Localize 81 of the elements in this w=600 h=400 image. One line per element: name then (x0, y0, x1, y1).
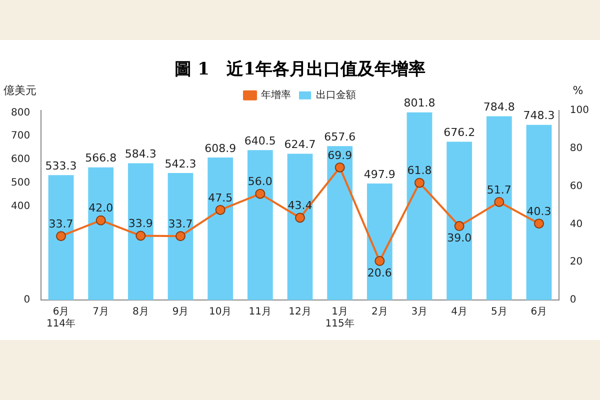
data-label: 542.3 (164, 157, 196, 170)
data-label: 33.7 (168, 217, 193, 230)
y-tick-label: 600 (10, 154, 30, 166)
data-label: 20.6 (367, 266, 392, 280)
data-label: 47.5 (208, 191, 233, 204)
y2-tick-label: 60 (570, 180, 583, 192)
y2-tick-label: 20 (570, 256, 583, 268)
chart-title: 圖 1 近1年各月出口值及年增率 (174, 60, 426, 80)
bar (88, 167, 114, 300)
x-tick-label: 4月 (451, 306, 468, 318)
data-label: 566.8 (85, 152, 117, 165)
point (374, 256, 385, 266)
data-label: 748.3 (523, 109, 555, 122)
point (96, 215, 106, 226)
y2-tick-label: 100 (570, 104, 590, 116)
point (494, 196, 504, 207)
point (414, 178, 424, 188)
y2-tick-label: 40 (570, 218, 583, 230)
x-tick-label: 10月 (208, 306, 232, 318)
x-tick-label: 9月 (172, 306, 189, 318)
data-label: 39.0 (447, 231, 472, 244)
point (295, 212, 305, 223)
data-label: 61.8 (407, 164, 432, 178)
point (215, 204, 226, 215)
data-label: 33.9 (128, 217, 153, 230)
x-tick-label: 6月 (530, 306, 548, 318)
data-label: 801.8 (404, 96, 436, 110)
bar (287, 154, 313, 300)
bar (168, 173, 194, 300)
x-tick-label: 5月 (490, 306, 508, 318)
y2-tick-label: 80 (570, 142, 583, 154)
data-label: 40.3 (526, 204, 552, 218)
data-label: 624.7 (284, 138, 316, 152)
data-label: 608.9 (204, 142, 236, 155)
legend-label: 出口金額 (316, 88, 356, 101)
data-label: 676.2 (444, 126, 476, 140)
y-axis-title: 億美元 (4, 84, 36, 97)
bar (247, 150, 273, 300)
bar (48, 175, 74, 300)
y-tick-label: 500 (10, 178, 30, 189)
y-tick-label: 0 (24, 294, 30, 306)
y-tick-label: 800 (10, 107, 30, 118)
y2-tick-label: 0 (570, 294, 576, 306)
bar (128, 163, 154, 300)
x-tick-label: 7月 (92, 306, 110, 318)
x-tick-label: 2月 (371, 306, 388, 318)
point (56, 231, 66, 242)
data-label: 497.9 (364, 168, 396, 181)
point (255, 188, 266, 199)
x-tick-label: 3月 (411, 306, 428, 318)
x-tick-label: 6月 114年 (46, 306, 76, 330)
point (176, 231, 186, 242)
bar (446, 142, 472, 300)
y-tick-label: 700 (10, 130, 30, 142)
data-label: 33.7 (48, 217, 74, 230)
legend-label: 年增率 (261, 88, 291, 101)
x-tick-label: 12月 (288, 306, 312, 318)
bar (486, 116, 512, 300)
point (454, 221, 464, 232)
data-label: 640.5 (244, 134, 276, 148)
y2-axis-title: % (572, 84, 584, 97)
data-label: 56.0 (248, 175, 272, 188)
data-label: 51.7 (486, 183, 512, 196)
data-label: 42.0 (88, 202, 114, 215)
bar (406, 112, 432, 300)
point (334, 162, 345, 172)
y-tick-label: 400 (10, 200, 30, 212)
bar (208, 157, 234, 300)
point (136, 230, 146, 241)
data-label: 584.3 (124, 148, 156, 161)
point (534, 218, 544, 229)
data-label: 533.3 (45, 160, 77, 173)
bar (366, 183, 392, 300)
bar (327, 146, 353, 300)
x-tick-label: 8月 (132, 306, 149, 318)
x-tick-label: 11月 (248, 306, 272, 318)
data-label: 69.9 (328, 148, 352, 162)
data-label: 784.8 (483, 100, 515, 114)
x-tick-label: 1月 115年 (325, 306, 354, 330)
bar (526, 124, 552, 300)
data-label: 657.6 (324, 130, 356, 144)
